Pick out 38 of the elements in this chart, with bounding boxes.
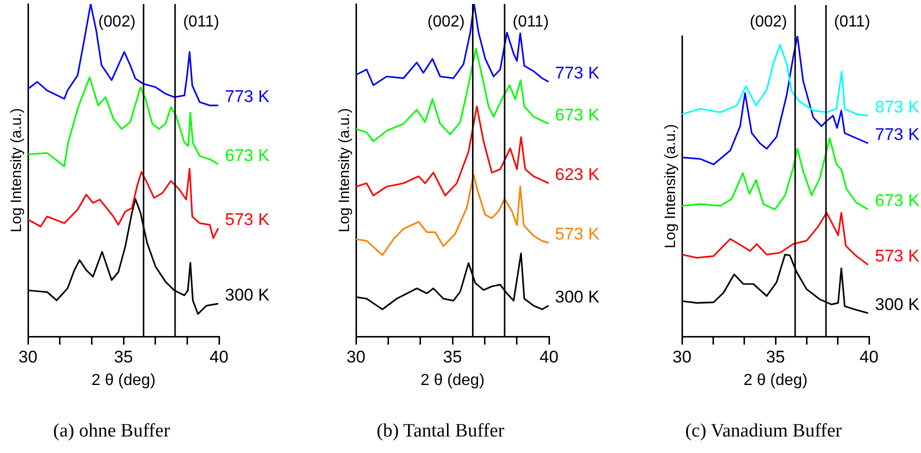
series-label: 573 K [555, 224, 600, 244]
series-label: 673 K [555, 105, 600, 124]
text: (011) [834, 13, 870, 30]
x-axis-title: 2 θ (deg) [420, 372, 485, 390]
x-tick-label: 40 [540, 347, 558, 366]
y-axis-title: Log Intensity (a.u.) [8, 108, 26, 232]
series-label: 573 K [225, 210, 270, 229]
series-label: 773 K [555, 64, 600, 83]
y-axis-title: Log Intensity (a.u.) [336, 108, 354, 232]
x-tick-label: 40 [210, 347, 228, 366]
text: (002) [750, 13, 788, 30]
series-label: 623 K [555, 164, 600, 184]
x-axis-title: 2 θ (deg) [743, 372, 808, 390]
series-label: 573 K [875, 246, 920, 266]
text: (c) Vanadium Buffer [685, 420, 842, 442]
series-label: 673 K [875, 191, 920, 210]
text: (b) Tantal Buffer [376, 420, 506, 442]
annotation: (011) [183, 13, 220, 30]
series-label: 673 K [225, 146, 270, 165]
x-tick-label: 35 [443, 347, 462, 366]
x-tick-label: 35 [766, 347, 785, 366]
x-tick-label: 30 [18, 347, 38, 366]
series-label: 773 K [225, 87, 270, 106]
y-axis-title: Log Intensity (a.u.) [662, 124, 680, 248]
series-label: 300 K [555, 287, 600, 306]
annotation: (011) [512, 13, 549, 30]
annotation: (002) [427, 13, 465, 30]
annotation: (002) [98, 13, 136, 30]
x-tick-label: 30 [346, 347, 366, 366]
series-label: 300 K [225, 285, 270, 304]
series-label: 300 K [875, 294, 920, 314]
series-label: 873 K [875, 97, 920, 116]
x-axis-title: 2 θ (deg) [91, 372, 156, 390]
text: (a) ohne Buffer [53, 420, 171, 442]
x-tick-label: 35 [114, 347, 133, 366]
x-tick-label: 30 [672, 347, 692, 366]
x-tick-label: 40 [860, 347, 878, 366]
series-label: 773 K [875, 125, 920, 144]
